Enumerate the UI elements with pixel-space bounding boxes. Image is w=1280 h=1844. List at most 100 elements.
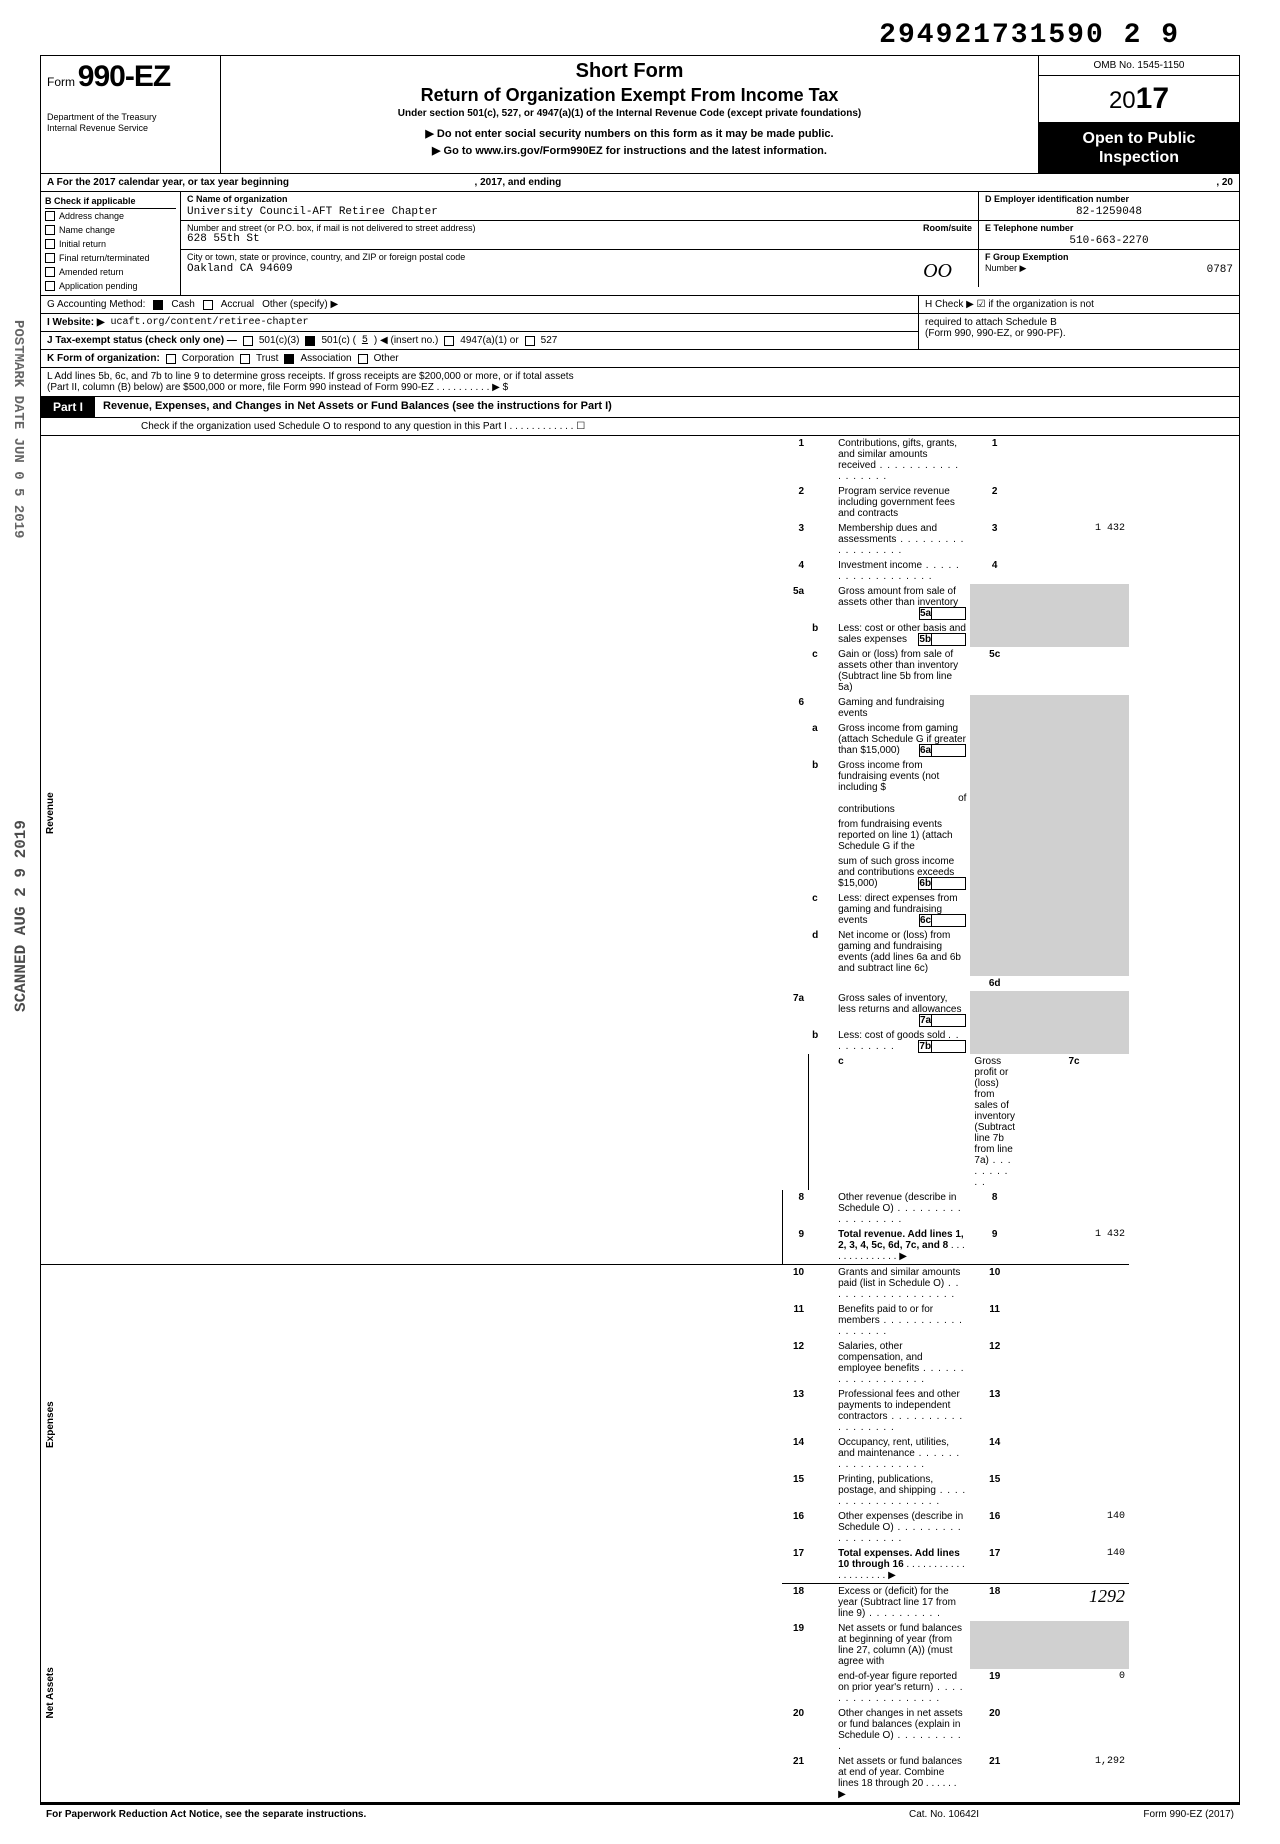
l17-desc: Total expenses. Add lines 10 through 16 <box>838 1548 960 1570</box>
street-address: 628 55th St <box>187 233 972 245</box>
l10-num: 10 <box>782 1265 808 1303</box>
l1-val <box>1019 436 1129 484</box>
scanned-stamp: SCANNED AUG 2 9 2019 <box>12 820 30 1012</box>
lbl-501c3: 501(c)(3) <box>259 335 300 346</box>
chk-accrual[interactable] <box>203 300 213 310</box>
l6a-box: 6a <box>919 744 932 757</box>
line-1: Revenue 1 Contributions, gifts, grants, … <box>41 436 1239 484</box>
l6d-sub: d <box>808 928 834 976</box>
lbl-other-org: Other <box>374 353 399 364</box>
l9-desc: Total revenue. Add lines 1, 2, 3, 4, 5c,… <box>838 1229 964 1251</box>
l2-val <box>1019 484 1129 521</box>
l12-num: 12 <box>782 1339 808 1387</box>
l20-desc: Other changes in net assets or fund bala… <box>834 1706 970 1754</box>
l21-desc: Net assets or fund balances at end of ye… <box>838 1756 962 1789</box>
l17-num: 17 <box>782 1546 808 1584</box>
l4-num: 4 <box>782 558 808 584</box>
l7b-box: 7b <box>918 1040 932 1053</box>
l5a-box: 5a <box>919 607 932 620</box>
l6-num: 6 <box>782 695 808 721</box>
l13-num: 13 <box>782 1387 808 1435</box>
l7a-box: 7a <box>919 1014 932 1027</box>
l6b-desc: Gross income from fundraising events (no… <box>838 760 939 793</box>
ein-value: 82-1259048 <box>985 204 1233 218</box>
j-label: J Tax-exempt status (check only one) — <box>47 335 237 346</box>
omb-number: OMB No. 1545-1150 <box>1039 56 1239 76</box>
chk-other-org[interactable] <box>358 354 368 364</box>
box-c-city: City or town, state or province, country… <box>181 250 979 287</box>
info-block: B Check if applicable Address change Nam… <box>41 192 1239 296</box>
row-a-left: A For the 2017 calendar year, or tax yea… <box>47 177 289 188</box>
lbl-trust: Trust <box>256 353 278 364</box>
postmark-stamp: POSTMARK DATE JUN 0 5 2019 <box>10 320 26 538</box>
l6d-rn: 6d <box>970 976 1019 991</box>
l2-desc: Program service revenue including govern… <box>834 484 970 521</box>
chk-cash[interactable] <box>153 300 163 310</box>
row-g: G Accounting Method: Cash Accrual Other … <box>41 296 919 313</box>
chk-final-return[interactable] <box>45 253 55 263</box>
chk-4947[interactable] <box>444 336 454 346</box>
url-notice: ▶ Go to www.irs.gov/Form990EZ for instru… <box>229 140 1030 157</box>
website-value: ucaft.org/content/retiree-chapter <box>111 317 309 328</box>
form-prefix: Form <box>47 75 75 89</box>
col-cdef: C Name of organization University Counci… <box>181 192 1239 295</box>
l19-d2: end-of-year figure reported on prior yea… <box>834 1669 970 1706</box>
l20-num: 20 <box>782 1706 808 1754</box>
part1-tag: Part I <box>41 397 95 417</box>
box-c-address: Number and street (or P.O. box, if mail … <box>181 221 979 249</box>
chk-application-pending[interactable] <box>45 281 55 291</box>
chk-501c3[interactable] <box>243 336 253 346</box>
l7c-rn: 7c <box>1019 1054 1129 1190</box>
dept-treasury: Department of the Treasury <box>47 112 214 123</box>
chk-amended-return[interactable] <box>45 267 55 277</box>
l19-desc: Net assets or fund balances at beginning… <box>834 1621 970 1669</box>
box-b: B Check if applicable Address change Nam… <box>41 192 181 295</box>
l5c-desc: Gain or (loss) from sale of assets other… <box>834 647 970 695</box>
l19-num: 19 <box>782 1621 808 1669</box>
chk-association[interactable] <box>284 354 294 364</box>
chk-527[interactable] <box>525 336 535 346</box>
line-9: 9 Total revenue. Add lines 1, 2, 3, 4, 5… <box>41 1227 1239 1265</box>
l7c-sub: c <box>834 1054 970 1190</box>
lbl-application-pending: Application pending <box>59 281 138 291</box>
l6b-box: 6b <box>918 877 932 890</box>
part1-title: Revenue, Expenses, and Changes in Net As… <box>95 397 1239 417</box>
l21-num: 21 <box>782 1754 808 1802</box>
chk-501c[interactable] <box>305 336 315 346</box>
group-exemption-value: 0787 <box>1207 262 1233 276</box>
l15-num: 15 <box>782 1472 808 1509</box>
chk-initial-return[interactable] <box>45 239 55 249</box>
l5a-bv <box>932 607 966 620</box>
h-line2: required to attach Schedule B <box>925 317 1233 328</box>
l9-num: 9 <box>782 1227 808 1265</box>
l12-desc: Salaries, other compensation, and employ… <box>834 1339 970 1387</box>
l8-desc: Other revenue (describe in Schedule O) <box>834 1190 970 1227</box>
box-d-label: D Employer identification number <box>985 194 1233 204</box>
lbl-accrual: Accrual <box>221 299 254 310</box>
chk-trust[interactable] <box>240 354 250 364</box>
l11-desc: Benefits paid to or for members <box>834 1302 970 1339</box>
ssn-notice: ▶ Do not enter social security numbers o… <box>229 119 1030 140</box>
l-line1: L Add lines 5b, 6c, and 7b to line 9 to … <box>47 371 1233 382</box>
l18-val: 1292 <box>1089 1586 1125 1606</box>
l7c-desc: Gross profit or (loss) from sales of inv… <box>970 1054 1019 1190</box>
part1-lines: Revenue 1 Contributions, gifts, grants, … <box>41 436 1239 1802</box>
l6c-box: 6c <box>919 914 932 927</box>
lbl-address-change: Address change <box>59 211 124 221</box>
l5c-rn: 5c <box>970 647 1019 695</box>
part1-sub: Check if the organization used Schedule … <box>41 418 1239 436</box>
line-8: 8 Other revenue (describe in Schedule O)… <box>41 1190 1239 1227</box>
chk-name-change[interactable] <box>45 225 55 235</box>
l8-num: 8 <box>782 1190 808 1227</box>
chk-address-change[interactable] <box>45 211 55 221</box>
l1-desc: Contributions, gifts, grants, and simila… <box>834 436 970 484</box>
l7b-sub: b <box>808 1028 834 1054</box>
l16-desc: Other expenses (describe in Schedule O) <box>834 1509 970 1546</box>
l2-num: 2 <box>782 484 808 521</box>
chk-corporation[interactable] <box>166 354 176 364</box>
l14-desc: Occupancy, rent, utilities, and maintena… <box>834 1435 970 1472</box>
l7b-desc: Less: cost of goods sold <box>838 1030 945 1041</box>
row-a-tax-year: A For the 2017 calendar year, or tax yea… <box>41 174 1239 192</box>
l1-rn: 1 <box>970 436 1019 484</box>
l6-desc: Gaming and fundraising events <box>834 695 970 721</box>
